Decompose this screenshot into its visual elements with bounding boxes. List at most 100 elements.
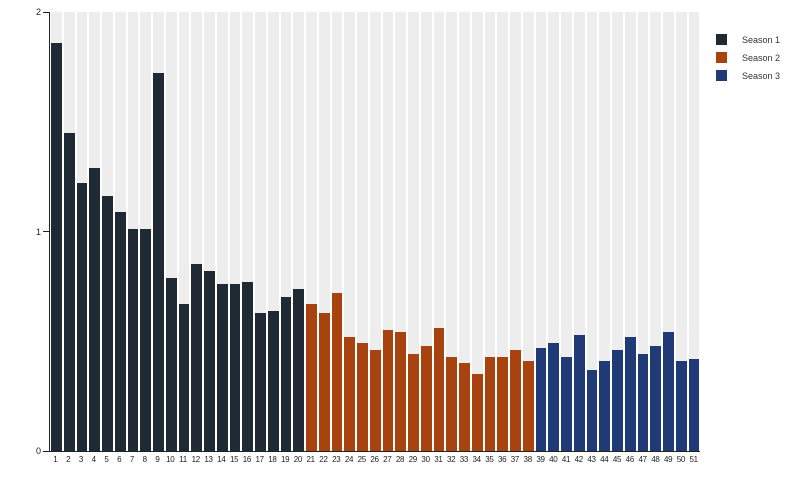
bar-slot <box>178 12 190 451</box>
bar <box>420 345 432 451</box>
x-tick-label: 49 <box>663 455 673 464</box>
x-tick-label: 7 <box>129 455 135 464</box>
x-tick-label: 9 <box>155 455 160 464</box>
bar-slot <box>433 12 445 451</box>
bar-slot <box>280 12 292 451</box>
x-tick-label: 29 <box>408 455 418 464</box>
x-tick-label: 17 <box>255 455 264 464</box>
bar <box>637 354 649 451</box>
bar <box>318 312 330 451</box>
bar <box>51 42 62 451</box>
bar <box>522 361 534 451</box>
x-tick-label: 41 <box>561 455 571 464</box>
bar-slot <box>102 12 113 451</box>
bar <box>293 288 304 451</box>
legend-item: Season 1 <box>716 31 780 48</box>
bar <box>535 347 547 451</box>
bar <box>548 343 559 451</box>
bar <box>63 132 75 451</box>
bar-slot <box>140 12 151 451</box>
legend-label: Season 3 <box>742 70 781 81</box>
x-tick-label: 28 <box>395 455 405 464</box>
x-tick-label: 11 <box>179 455 187 464</box>
bar <box>306 303 317 451</box>
bar-slot <box>420 12 432 451</box>
x-tick-label: 10 <box>166 455 175 464</box>
bar-slot <box>229 12 241 451</box>
bar <box>624 336 636 451</box>
bar <box>459 363 470 451</box>
bar-slot <box>408 12 419 451</box>
bar <box>497 356 508 451</box>
bar <box>446 356 457 451</box>
bar-slot <box>599 12 610 451</box>
x-tick-label: 18 <box>268 455 277 464</box>
bar <box>612 350 623 451</box>
bar-slot <box>165 12 177 451</box>
y-tick-label: 2 <box>35 7 41 17</box>
bar-slot <box>548 12 559 451</box>
x-tick-label: 36 <box>498 455 507 464</box>
bar <box>255 312 266 451</box>
x-tick-label: 3 <box>78 455 83 464</box>
bar <box>382 330 394 451</box>
x-tick-label: 23 <box>332 455 341 464</box>
bar-slot <box>204 12 215 451</box>
x-tick-label: 42 <box>574 455 584 464</box>
bar-slot <box>497 12 508 451</box>
x-tick-label: 30 <box>421 455 430 464</box>
bar <box>331 292 343 451</box>
x-tick-label: 31 <box>434 455 443 464</box>
x-tick-label: 48 <box>651 455 660 464</box>
bar <box>599 361 610 451</box>
x-tick-label: 6 <box>117 455 122 464</box>
x-tick-label: 24 <box>344 455 354 464</box>
x-tick-label: 44 <box>600 455 609 464</box>
x-tick-label: 34 <box>472 455 481 464</box>
bar <box>216 284 228 451</box>
y-tick <box>43 450 49 452</box>
bars-row <box>50 12 700 451</box>
x-tick-label: 8 <box>142 455 147 464</box>
bar <box>510 350 521 451</box>
x-tick-label: 12 <box>191 455 201 464</box>
bar-slot <box>306 12 317 451</box>
x-tick-label: 26 <box>370 455 379 464</box>
bar <box>204 271 215 451</box>
bar <box>675 361 687 451</box>
bar <box>573 334 585 451</box>
bar-slot <box>293 12 304 451</box>
x-tick-label: 15 <box>229 455 239 464</box>
bar <box>102 196 113 451</box>
legend: Season 1 Season 2 Season 3 <box>716 31 780 85</box>
bar-slot <box>242 12 253 451</box>
x-tick-label: 4 <box>91 455 96 464</box>
bar <box>357 343 368 451</box>
legend-item: Season 3 <box>716 67 780 84</box>
bar-slot <box>471 12 483 451</box>
bar-slot <box>650 12 661 451</box>
bar <box>395 332 406 451</box>
x-tick-label: 19 <box>281 455 290 464</box>
bar <box>178 303 190 451</box>
x-tick-label: 13 <box>204 455 213 464</box>
legend-item: Season 2 <box>716 49 780 66</box>
legend-label: Season 2 <box>742 52 781 63</box>
bar-slot <box>561 12 572 451</box>
bar <box>89 167 100 451</box>
x-tick-label: 5 <box>104 455 109 464</box>
x-tick-label: 39 <box>536 455 545 464</box>
y-tick <box>43 11 49 13</box>
x-tick-label: 40 <box>549 455 558 464</box>
bar-slot <box>510 12 521 451</box>
x-tick-label: 22 <box>319 455 328 464</box>
bar <box>280 297 292 451</box>
bar-slot <box>586 12 598 451</box>
bar-slot <box>663 12 674 451</box>
x-tick-label: 43 <box>587 455 596 464</box>
bar-slot <box>267 12 279 451</box>
bar-slot <box>114 12 126 451</box>
bar-slot <box>191 12 202 451</box>
bar-slot <box>522 12 534 451</box>
